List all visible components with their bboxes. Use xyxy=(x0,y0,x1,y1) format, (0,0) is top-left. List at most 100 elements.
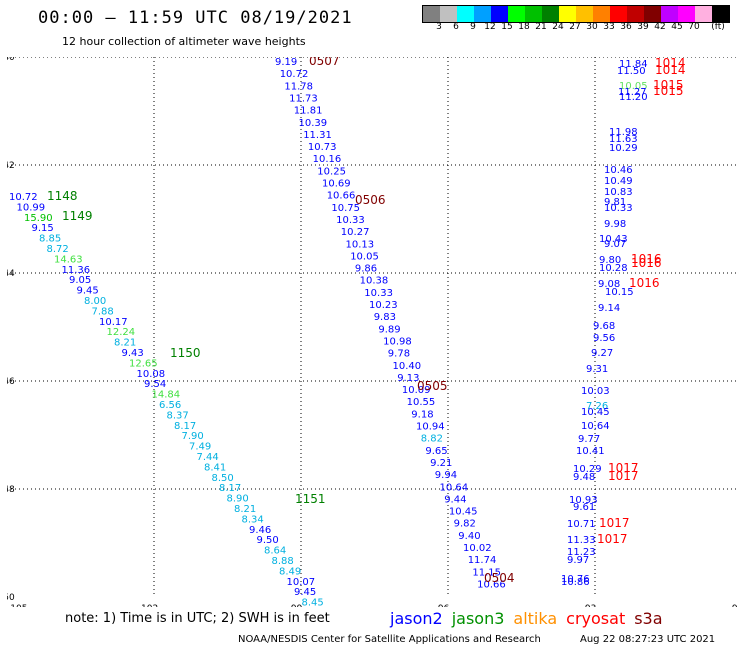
swh-value-track-right: 10.76 xyxy=(561,574,590,585)
page-title: 00:00 – 11:59 UTC 08/19/2021 xyxy=(38,8,353,28)
swh-value-track-left: 9.05 xyxy=(69,275,91,286)
swh-value-track-mid: 11.73 xyxy=(289,93,318,104)
swh-value-track-left: 8.00 xyxy=(84,296,106,307)
longitude-tick-label: -96 xyxy=(435,604,450,607)
swh-value-track-right: 10.05 xyxy=(619,81,648,92)
swh-value-track-left: 10.07 xyxy=(287,577,316,588)
swh-value-track-mid: 11.15 xyxy=(472,567,501,578)
swh-value-track-right: 9.80 xyxy=(599,255,621,266)
swh-value-track-right: 10.15 xyxy=(605,287,634,298)
swh-value-track-left: 10.99 xyxy=(17,202,46,213)
swh-value-track-mid: 10.72 xyxy=(280,69,309,80)
credit-line: NOAA/NESDIS Center for Satellite Applica… xyxy=(238,634,541,645)
swh-value-track-mid: 10.40 xyxy=(393,361,422,372)
swh-value-track-right: 11.23 xyxy=(567,547,596,558)
swh-value-track-left: 9.46 xyxy=(249,525,271,536)
swh-value-track-mid: 10.69 xyxy=(322,179,351,190)
swh-value-track-mid: 11.74 xyxy=(468,555,497,566)
swh-value-track-left: 9.50 xyxy=(257,535,279,546)
swh-value-track-mid: 8.82 xyxy=(421,434,443,445)
time-label-track-left: 1149 xyxy=(62,209,93,223)
legend-swatch xyxy=(644,6,661,22)
swh-value-track-left: 8.17 xyxy=(174,421,196,432)
time-label-track-right: 1015 xyxy=(653,84,684,98)
swh-value-track-left: 8.85 xyxy=(39,234,61,245)
wave-height-color-legend xyxy=(422,5,730,23)
legend-swatch xyxy=(542,6,559,22)
legend-swatch xyxy=(576,6,593,22)
legend-tick-label: 21 xyxy=(535,22,547,32)
legend-tick-label: 30 xyxy=(586,22,598,32)
legend-swatch xyxy=(661,6,678,22)
swh-value-track-right: 9.27 xyxy=(591,348,613,359)
swh-value-track-mid: 9.19 xyxy=(275,57,297,68)
swh-value-track-mid: 10.23 xyxy=(369,300,398,311)
time-label-track-right: 1015 xyxy=(653,78,684,92)
swh-value-track-left: 7.88 xyxy=(92,306,114,317)
swh-value-track-mid: 10.09 xyxy=(402,385,431,396)
swh-value-track-right: 11.63 xyxy=(609,134,638,145)
time-label-track-mid: 0505 xyxy=(417,379,448,393)
units-note: note: 1) Time is in UTC; 2) SWH is in fe… xyxy=(65,611,330,626)
legend-swatch xyxy=(491,6,508,22)
legend-swatch xyxy=(457,6,474,22)
swh-value-track-left: 8.21 xyxy=(234,504,256,515)
satellite-label-s3a: s3a xyxy=(634,609,663,628)
swh-value-track-mid: 10.64 xyxy=(440,482,469,493)
longitude-tick-label: -93 xyxy=(582,604,597,607)
swh-value-track-mid: 10.02 xyxy=(463,543,492,554)
swh-value-track-right: 9.07 xyxy=(604,239,626,250)
legend-swatch xyxy=(678,6,695,22)
swh-value-track-right: 7.26 xyxy=(586,401,608,412)
swh-value-track-left: 7.49 xyxy=(189,442,211,453)
swh-value-track-right: 10.46 xyxy=(604,165,633,176)
latitude-tick-label: -50 xyxy=(7,593,15,603)
swh-value-track-right: 11.27 xyxy=(618,87,647,98)
time-label-track-left: 1151 xyxy=(295,492,326,506)
legend-tick-label: 18 xyxy=(518,22,530,32)
legend-tick-label: 36 xyxy=(620,22,632,32)
swh-value-track-right: 10.93 xyxy=(569,495,598,506)
swh-value-track-left: 9.54 xyxy=(144,379,166,390)
swh-value-track-left: 8.49 xyxy=(279,566,301,577)
legend-tick-label: 6 xyxy=(453,22,459,32)
swh-value-track-mid: 9.13 xyxy=(397,373,419,384)
longitude-tick-label: -99 xyxy=(288,604,303,607)
swh-value-track-mid: 10.98 xyxy=(383,336,412,347)
swh-value-track-mid: 10.27 xyxy=(341,227,370,238)
swh-value-track-mid: 10.39 xyxy=(299,118,328,129)
time-label-track-right: 1017 xyxy=(597,532,628,546)
swh-value-track-mid: 9.21 xyxy=(430,458,452,469)
swh-value-track-right: 10.64 xyxy=(581,421,610,432)
swh-value-track-left: 8.34 xyxy=(242,514,264,525)
swh-value-track-right: 10.28 xyxy=(599,263,628,274)
swh-value-track-left: 8.45 xyxy=(302,598,324,607)
legend-swatch xyxy=(525,6,542,22)
swh-value-track-left: 12.24 xyxy=(107,327,136,338)
swh-value-track-mid: 11.81 xyxy=(294,106,323,117)
legend-tick-label: 9 xyxy=(470,22,476,32)
latitude-tick-label: -46 xyxy=(7,377,15,387)
swh-value-track-mid: 10.25 xyxy=(317,166,346,177)
legend-tick-label: 45 xyxy=(671,22,683,32)
swh-value-track-right: 10.83 xyxy=(604,187,633,198)
swh-value-track-mid: 10.94 xyxy=(416,422,445,433)
swh-value-track-right: 9.56 xyxy=(593,333,615,344)
legend-tick-label: 15 xyxy=(501,22,513,32)
swh-value-track-left: 14.84 xyxy=(152,390,181,401)
legend-tick-label: 24 xyxy=(552,22,564,32)
swh-value-track-right: 10.43 xyxy=(599,234,628,245)
legend-scale-labels: 3 6 9 12 15 18 21 24 27 30 33 36 39 42 45 70 (ft) xyxy=(422,22,740,34)
swh-value-track-right: 11.98 xyxy=(609,127,638,138)
swh-value-track-mid: 10.38 xyxy=(360,276,389,287)
swh-value-track-left: 14.63 xyxy=(54,254,83,265)
swh-value-track-mid: 9.82 xyxy=(454,519,476,530)
time-label-track-right: 1016 xyxy=(631,252,662,266)
swh-value-track-left: 11.36 xyxy=(62,265,91,276)
swh-value-track-right: 10.03 xyxy=(581,386,610,397)
swh-value-track-right: 9.61 xyxy=(573,502,595,513)
legend-swatch xyxy=(423,6,440,22)
swh-value-track-left: 8.88 xyxy=(272,556,294,567)
time-label-track-right: 1017 xyxy=(608,461,639,475)
